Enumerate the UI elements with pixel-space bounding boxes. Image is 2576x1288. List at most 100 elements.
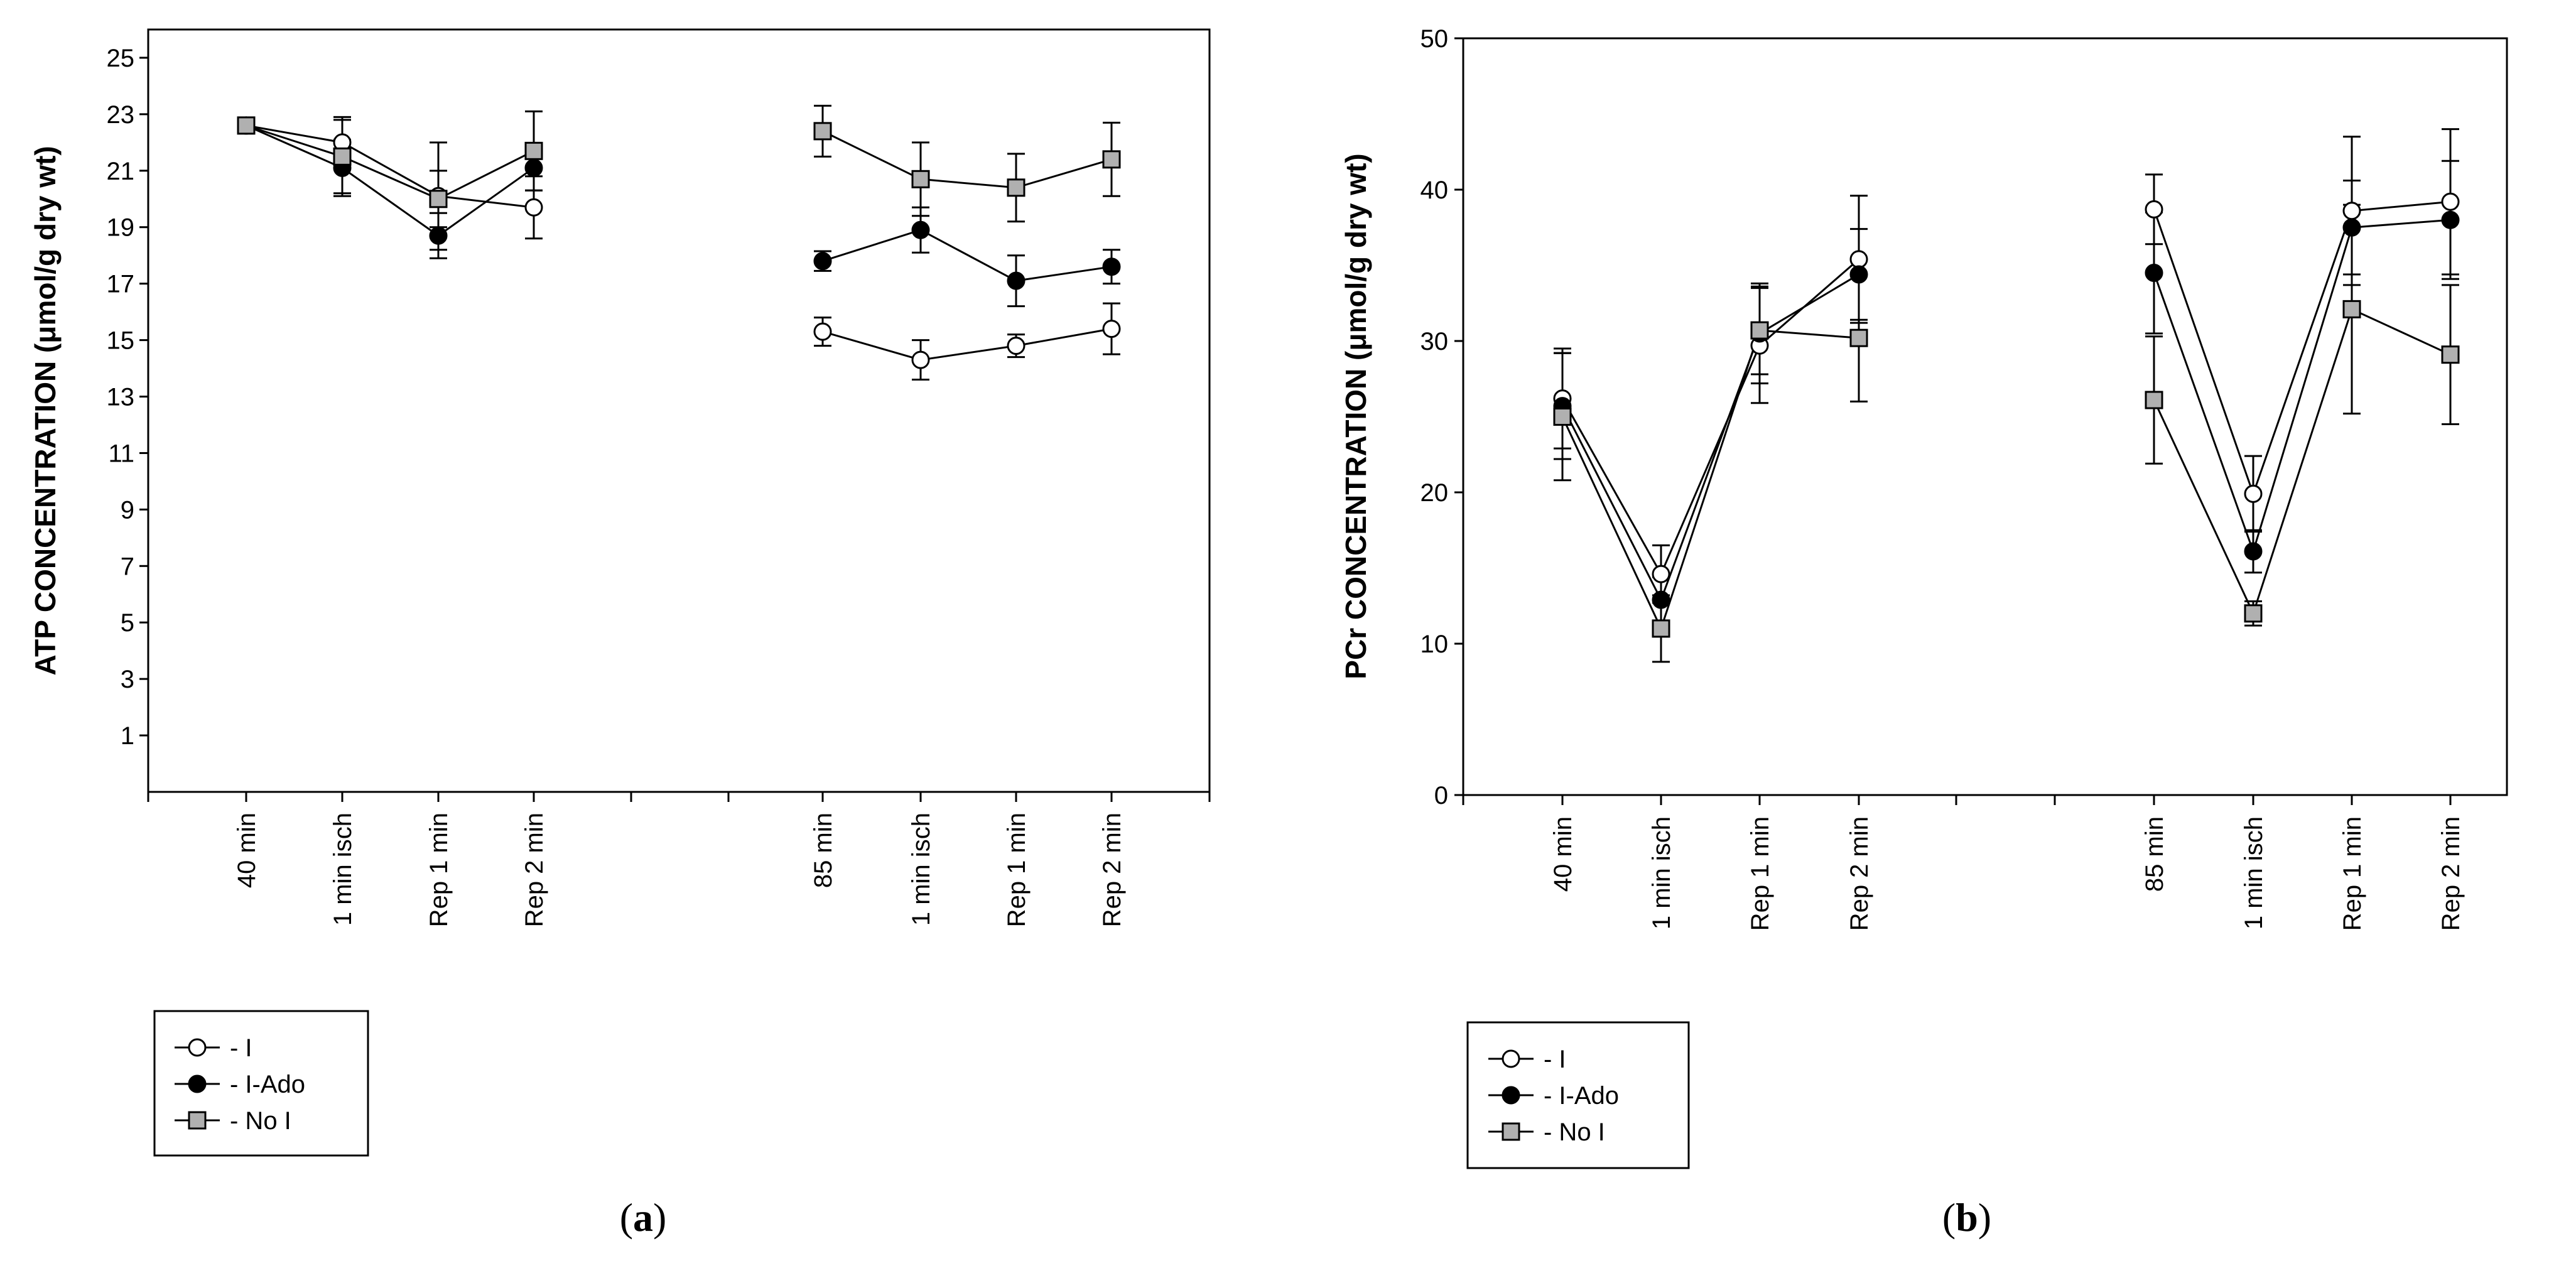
data-point xyxy=(429,226,448,245)
y-tick-label: 30 xyxy=(1421,328,1449,355)
data-point xyxy=(2441,192,2460,211)
data-point xyxy=(237,116,256,135)
legend-marker xyxy=(1502,1086,1520,1105)
legend-a: - I - I-Ado - No I xyxy=(153,1010,369,1157)
markers-square-gray xyxy=(237,116,1121,208)
y-tick-label: 7 xyxy=(121,553,134,580)
series-line xyxy=(2153,200,2451,497)
y-ticks-b: 0 10 20 30 40 50 xyxy=(1421,25,1463,809)
x-tick-label: Rep 2 min xyxy=(521,813,548,927)
data-point xyxy=(1102,150,1121,169)
markers-circle-filled xyxy=(1553,210,2460,609)
y-tick-label: 15 xyxy=(107,327,135,355)
x-ticks-b: 40 min 1 min isch Rep 1 min Rep 2 min 85 min… xyxy=(1462,795,2465,931)
series-square-gray xyxy=(1554,203,2459,663)
panel-b: 0 10 20 30 40 50 40 min 1 min isch Rep 1 min Rep… xyxy=(1339,25,2508,1240)
data-point xyxy=(2145,200,2163,219)
data-point xyxy=(429,190,448,208)
legend-marker xyxy=(188,1038,207,1057)
x-tick-label: Rep 2 min xyxy=(2437,816,2465,931)
data-point xyxy=(524,198,543,217)
panel-caption-b: (b) xyxy=(1942,1195,1991,1240)
data-point xyxy=(911,350,930,369)
y-tick-label: 25 xyxy=(107,45,135,72)
data-point xyxy=(1849,328,1868,347)
markers-square-gray xyxy=(1553,300,2460,638)
y-tick-label: 1 xyxy=(121,722,134,750)
series-line xyxy=(1561,258,1859,576)
series-line xyxy=(246,124,534,208)
x-tick-label: Rep 1 min xyxy=(2339,816,2366,931)
data-point xyxy=(1102,257,1121,276)
legend-label: - I-Ado xyxy=(1544,1082,1619,1110)
markers-circle-open xyxy=(237,116,1121,369)
data-point xyxy=(2342,202,2361,220)
data-point xyxy=(2244,542,2263,561)
y-tick-label: 3 xyxy=(121,666,134,693)
y-tick-label: 40 xyxy=(1421,176,1449,204)
y-tick-label: 17 xyxy=(107,271,135,298)
data-point xyxy=(1553,408,1572,426)
data-point xyxy=(2145,391,2163,409)
data-point xyxy=(911,220,930,239)
data-point xyxy=(1849,250,1868,269)
data-point xyxy=(524,141,543,160)
x-tick-label: Rep 1 min xyxy=(1746,816,1774,931)
y-axis-title-a: ATP CONCENTRATION (μmol/g dry wt) xyxy=(29,146,62,675)
y-tick-label: 11 xyxy=(108,440,134,467)
data-point xyxy=(1849,265,1868,284)
legend-label: - I xyxy=(1544,1046,1566,1073)
data-point xyxy=(813,252,832,271)
data-point xyxy=(1652,619,1670,638)
series-line xyxy=(246,124,534,200)
legend-marker xyxy=(188,1074,207,1093)
legend-marker xyxy=(1502,1049,1520,1068)
series-circle-filled xyxy=(1554,160,2459,624)
plot-frame-a xyxy=(147,28,1211,793)
data-point xyxy=(1007,178,1026,197)
y-tick-label: 9 xyxy=(121,496,134,524)
data-point xyxy=(1007,271,1026,290)
x-tick-label: 1 min isch xyxy=(907,813,935,926)
data-point xyxy=(2244,604,2263,623)
markers-circle-filled xyxy=(237,116,1121,290)
series-circle-open xyxy=(1554,128,2459,604)
data-point xyxy=(2244,484,2263,503)
x-tick-label: Rep 1 min xyxy=(425,813,453,927)
y-tick-label: 0 xyxy=(1434,782,1448,809)
x-tick-label: 85 min xyxy=(2141,816,2168,892)
x-tick-label: 85 min xyxy=(809,813,837,888)
x-tick-label: 40 min xyxy=(1549,816,1577,892)
x-tick-label: 40 min xyxy=(233,813,261,888)
data-point xyxy=(911,170,930,188)
series-line xyxy=(2153,219,2451,555)
x-tick-label: Rep 2 min xyxy=(1846,816,1873,931)
series-line xyxy=(822,130,1112,189)
panel-caption-a: (a) xyxy=(620,1195,667,1240)
y-tick-label: 20 xyxy=(1421,479,1449,507)
plot-frame-b xyxy=(1462,37,2508,796)
legend-label: - I-Ado xyxy=(230,1071,305,1098)
y-tick-label: 13 xyxy=(107,384,135,411)
x-tick-label: Rep 2 min xyxy=(1098,813,1126,927)
series-line xyxy=(822,328,1112,361)
x-tick-label: 1 min isch xyxy=(2240,816,2268,929)
data-point xyxy=(813,122,832,141)
data-point xyxy=(1652,565,1670,583)
series-b xyxy=(1553,128,2460,663)
data-point xyxy=(333,147,352,166)
data-point xyxy=(1750,321,1769,340)
legend-label: - I xyxy=(230,1034,252,1062)
y-tick-label: 23 xyxy=(107,101,135,129)
data-point xyxy=(2441,210,2460,229)
y-tick-label: 10 xyxy=(1421,630,1449,658)
series-a xyxy=(237,104,1121,381)
data-point xyxy=(2441,345,2460,364)
data-point xyxy=(813,322,832,341)
y-tick-label: 50 xyxy=(1421,25,1449,53)
series-line xyxy=(1561,273,1859,602)
legend-marker xyxy=(1502,1122,1520,1141)
